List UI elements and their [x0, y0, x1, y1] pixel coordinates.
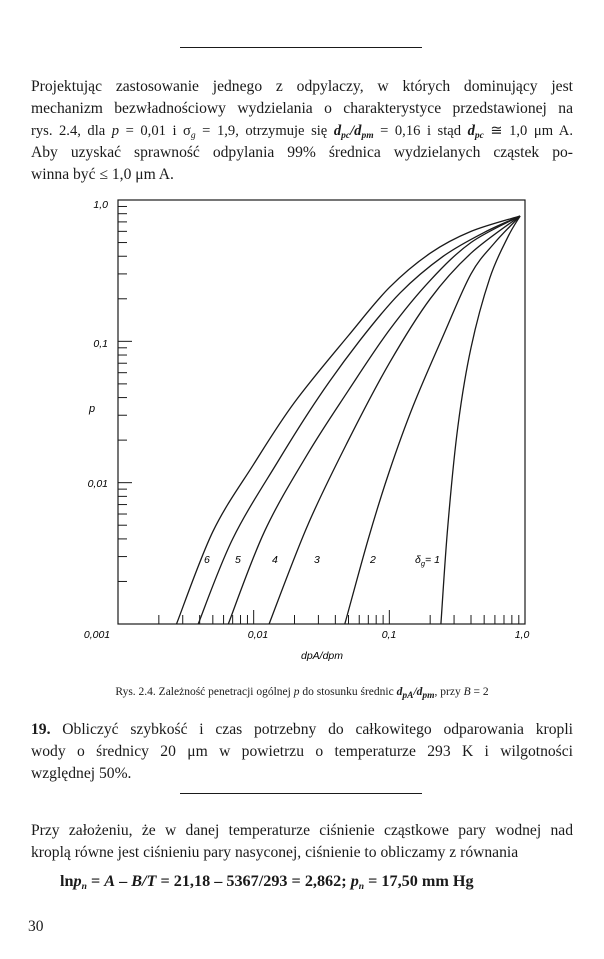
x-tick-label-1: 1,0: [515, 629, 530, 641]
intro-line-4: Aby uzyskać sprawność odpylania 99% śred…: [31, 144, 573, 161]
solution-paragraph: Przy założeniu, że w danej temperaturze …: [31, 820, 573, 864]
y-tick-label-0.1: 0,1: [93, 338, 108, 350]
x-tick-label-0.1: 0,1: [382, 629, 397, 641]
eq-p: p: [73, 872, 82, 890]
curve-2: [227, 215, 521, 625]
y-axis-label: p: [88, 403, 95, 415]
problem-line-1: 19. Obliczyć szybkość i czas potrzebny d…: [31, 719, 573, 741]
intro-line-5: winna być ≤ 1,0 μm A.: [31, 166, 174, 183]
caption-symbol-d: d: [416, 686, 423, 698]
eq-text: =: [86, 872, 105, 890]
caption-sub-pA: pA: [402, 691, 414, 701]
caption-symbol-p: p: [293, 686, 300, 698]
eq-text: = 21,18 – 5367/293 = 2,862;: [156, 872, 351, 890]
eq-ln: ln: [60, 872, 74, 890]
subscript-pm: pm: [361, 131, 374, 141]
x-tick-label-0.001: 0,001: [84, 629, 110, 641]
symbol-d: d: [354, 123, 362, 139]
eq-BT: B/T: [131, 872, 157, 890]
eq-sub-n: n: [81, 882, 87, 892]
solution-line-2: kroplą równe jest ciśnieniu pary nasycon…: [31, 844, 519, 861]
curve-label-4: 4: [272, 554, 278, 566]
curve-label-5: 5: [235, 554, 241, 566]
caption-text: Rys. 2.4. Zależność penetracji ogólnej: [115, 686, 294, 698]
curve-label-sigma-1: δg= 1: [415, 554, 440, 568]
figure-caption: Rys. 2.4. Zależność penetracji ogólnej p…: [0, 686, 604, 701]
intro-text: = 0,16 i stąd: [373, 123, 468, 139]
x-minor-ticks: [117, 610, 520, 624]
solution-line-1: Przy założeniu, że w danej temperaturze …: [31, 822, 573, 839]
caption-text: , przy: [434, 686, 464, 698]
curve-label-6: 6: [204, 554, 210, 566]
y-minor-ticks: [118, 205, 132, 625]
problem-text: Obliczyć szybkość i czas potrzebny do ca…: [50, 721, 573, 738]
intro-text: ≅ 1,0 μm A.: [483, 123, 573, 139]
subscript-pc: pc: [341, 131, 351, 141]
symbol-slash: /: [350, 123, 355, 139]
intro-paragraph: Projektując zastosowanie jednego z odpyl…: [31, 76, 573, 186]
subscript-pc: pc: [474, 131, 484, 141]
caption-symbol-d: d: [396, 686, 403, 698]
curve-5: [440, 215, 521, 625]
intro-line-3: rys. 2.4, dla p = 0,01 i σg = 1,9, otrzy…: [31, 120, 573, 142]
problem-line-3: względnej 50%.: [31, 765, 132, 782]
middle-rule: [180, 793, 422, 794]
problem-number: 19.: [31, 721, 51, 738]
problem-line-2: wody o średnicy 20 μm w powietrzu o temp…: [31, 743, 573, 760]
caption-slash: /: [413, 686, 417, 698]
caption-symbol-B: B: [463, 686, 471, 698]
top-rule: [180, 47, 422, 48]
caption-text: = 2: [470, 686, 489, 698]
plot-frame: [117, 199, 526, 625]
eq-text: = 17,50 mm Hg: [364, 872, 474, 890]
caption-text: do stosunku średnic: [299, 686, 397, 698]
eq-sub-n: n: [358, 882, 365, 892]
curve-3: [268, 215, 521, 625]
intro-text: = 1,9, otrzymuje się: [195, 123, 334, 139]
symbol-p: p: [111, 123, 120, 139]
intro-text: = 0,01 i σ: [119, 123, 191, 139]
curves: [175, 215, 521, 625]
intro-line-2: mechanizm bezwładnościowy wydzielania o …: [31, 100, 573, 117]
equation: lnpn = A – B/T = 21,18 – 5367/293 = 2,86…: [60, 872, 474, 892]
symbol-d: d: [467, 123, 475, 139]
caption-sub-pm: pm: [422, 691, 435, 701]
eq-A: A: [104, 872, 116, 890]
page-number: 30: [28, 918, 44, 935]
x-axis-label: dpA/dpm: [301, 650, 343, 662]
y-tick-label-0.01: 0,01: [88, 478, 108, 490]
symbol-d: d: [333, 123, 342, 139]
x-tick-label-0.01: 0,01: [248, 629, 268, 641]
subscript-g: g: [190, 131, 196, 141]
curve-label-2: 2: [369, 554, 376, 566]
curve-1: [197, 215, 521, 625]
eq-text: –: [115, 872, 132, 890]
intro-text: rys. 2.4, dla: [31, 123, 112, 139]
curve-0: [175, 215, 521, 625]
y-tick-label-1: 1,0: [93, 199, 108, 211]
intro-line-1: Projektując zastosowanie jednego z odpyl…: [31, 78, 573, 95]
problem-19: 19. Obliczyć szybkość i czas potrzebny d…: [31, 719, 573, 785]
curve-label-3: 3: [314, 554, 320, 566]
penetration-chart: 1,0 0,1 0,01 p 0,001 0,01 0,1 1,0 dpA/dp…: [84, 199, 530, 662]
curve-4: [344, 215, 521, 625]
eq-p: p: [350, 872, 359, 890]
